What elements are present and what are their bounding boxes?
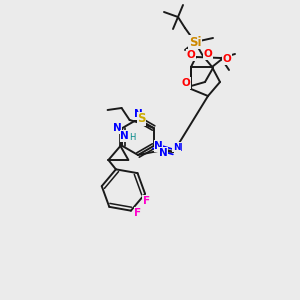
Text: S: S [137,112,146,125]
Text: N: N [159,148,167,158]
Text: N: N [120,131,129,141]
Text: O: O [223,54,231,64]
Text: N: N [174,143,183,153]
Text: N: N [113,123,122,133]
Text: F: F [134,208,142,218]
Text: N: N [134,109,142,119]
Text: O: O [187,50,195,60]
Text: N: N [154,141,163,151]
Text: O: O [182,78,190,88]
Text: H: H [129,134,136,142]
Text: O: O [204,49,212,59]
Text: N: N [173,143,180,152]
Text: F: F [142,196,150,206]
Text: Si: Si [189,35,201,49]
